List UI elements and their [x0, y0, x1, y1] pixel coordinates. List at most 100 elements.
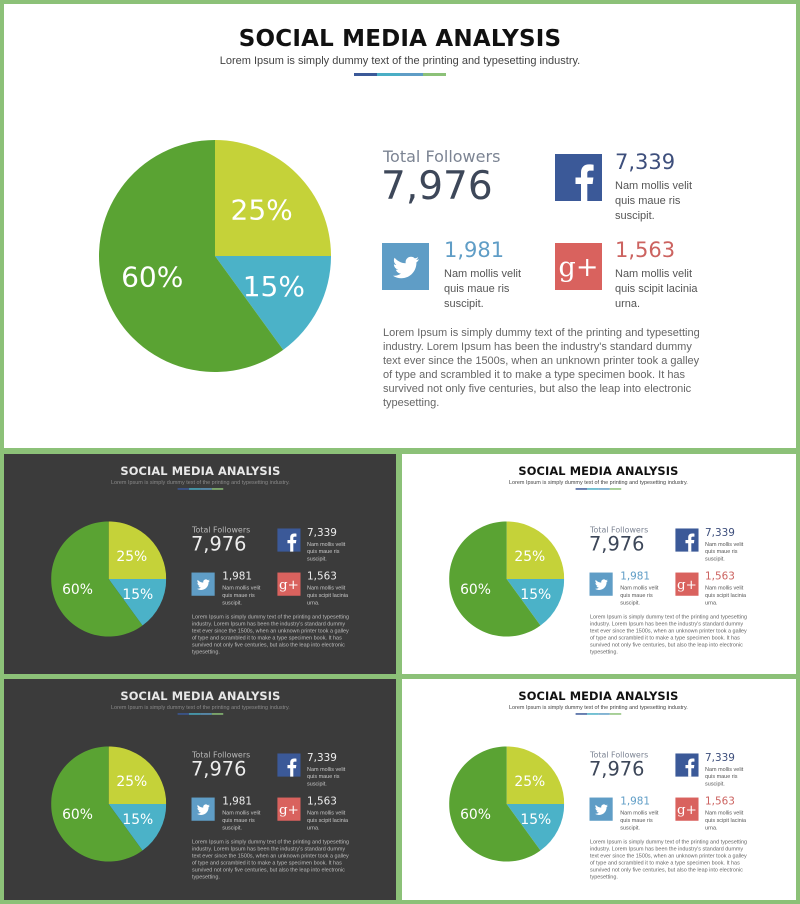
- slide-subtitle: Lorem Ipsum is simply dummy text of the …: [219, 55, 581, 67]
- slide-subtitle: Lorem Ipsum is simply dummy text of the …: [509, 704, 688, 711]
- svg-text:g+: g+: [279, 803, 299, 818]
- slide-title: SOCIAL MEDIA ANALYSIS: [518, 689, 679, 703]
- slide-thumbnail-dark-2: SOCIAL MEDIA ANALYSIS Lorem Ipsum is sim…: [4, 679, 396, 900]
- total-followers-label: Total Followers: [383, 147, 501, 166]
- slide-content: SOCIAL MEDIA ANALYSIS Lorem Ipsum is sim…: [402, 679, 795, 899]
- slide-subtitle: Lorem Ipsum is simply dummy text of the …: [111, 479, 290, 486]
- pie-label-60: 60%: [460, 807, 491, 823]
- google-plus-description: Nam mollis velit quis scipit lacinia urn…: [307, 809, 348, 831]
- twitter-icon: [191, 797, 215, 821]
- google-plus-description: Nam mollis velit quis scipit lacinia urn…: [705, 584, 746, 606]
- accent-segment: [598, 713, 610, 715]
- total-followers-value: 7,976: [381, 164, 493, 209]
- twitter-followers-value: 1,981: [444, 238, 505, 262]
- pie-slice-60: [449, 521, 541, 637]
- google-plus-description: Nam mollis velit quis scipit lacinia urn…: [615, 268, 698, 310]
- title-accent-bar: [575, 713, 622, 715]
- title-accent-bar: [354, 73, 446, 76]
- total-followers-label: Total Followers: [589, 524, 649, 535]
- twitter-description: Nam mollis velit quis maue ris suscipit.: [222, 809, 261, 831]
- total-followers-label: Total Followers: [589, 749, 649, 760]
- slide-thumbnail-dark-1: SOCIAL MEDIA ANALYSIS Lorem Ipsum is sim…: [4, 454, 396, 674]
- pie-label-25: 25%: [514, 774, 545, 790]
- pie-slice-25: [506, 521, 565, 579]
- pie-slice-15: [506, 578, 565, 626]
- total-followers-label: Total Followers: [191, 749, 251, 760]
- accent-segment: [189, 488, 201, 490]
- body-paragraph: Lorem Ipsum is simply dummy text of the …: [589, 839, 748, 880]
- accent-segment: [400, 73, 423, 76]
- facebook-description: Nam mollis velit quis maue ris suscipit.: [705, 541, 744, 563]
- twitter-followers-value: 1,981: [620, 795, 651, 807]
- facebook-followers-value: 7,339: [705, 751, 735, 764]
- slide-title: SOCIAL MEDIA ANALYSIS: [238, 26, 562, 52]
- accent-segment: [177, 488, 190, 490]
- svg-text:g+: g+: [279, 578, 299, 593]
- pie-label-25: 25%: [231, 193, 293, 226]
- accent-segment: [575, 488, 588, 490]
- facebook-description: Nam mollis velit quis maue ris suscipit.: [705, 766, 744, 788]
- facebook-icon: [277, 753, 301, 777]
- pie-slice-25: [108, 746, 167, 804]
- google-plus-followers-value: 1,563: [307, 570, 337, 582]
- pie-label-60: 60%: [62, 807, 93, 823]
- pie-slice-25: [108, 521, 167, 579]
- twitter-followers-value: 1,981: [222, 795, 253, 807]
- twitter-description: Nam mollis velit quis maue ris suscipit.: [620, 809, 659, 831]
- google-plus-icon: g+: [277, 797, 301, 821]
- svg-text:g+: g+: [677, 803, 697, 818]
- google-plus-followers-value: 1,563: [615, 238, 676, 262]
- twitter-description: Nam mollis velit quis maue ris suscipit.: [620, 584, 659, 606]
- accent-segment: [211, 488, 224, 490]
- pie-label-60: 60%: [121, 260, 183, 293]
- google-plus-icon: g+: [675, 572, 699, 596]
- facebook-icon: [675, 753, 699, 777]
- google-plus-followers-value: 1,563: [705, 570, 735, 582]
- facebook-followers-value: 7,339: [615, 150, 676, 174]
- slide-content: SOCIAL MEDIA ANALYSIS Lorem Ipsum is sim…: [4, 454, 396, 674]
- total-followers-value: 7,976: [588, 758, 645, 781]
- pie-chart: 25% 15% 60%: [51, 521, 167, 637]
- facebook-description: Nam mollis velit quis maue ris suscipit.: [307, 541, 346, 563]
- body-paragraph: Lorem Ipsum is simply dummy text of the …: [589, 614, 748, 655]
- slide-main: SOCIAL MEDIA ANALYSIS Lorem Ipsum is sim…: [4, 4, 796, 448]
- body-paragraph: Lorem Ipsum is simply dummy text of the …: [383, 327, 700, 409]
- slide-title: SOCIAL MEDIA ANALYSIS: [120, 689, 281, 703]
- facebook-icon: [675, 528, 699, 552]
- pie-slice-60: [449, 746, 541, 862]
- slide-content: SOCIAL MEDIA ANALYSIS Lorem Ipsum is sim…: [402, 454, 795, 674]
- slide-title: SOCIAL MEDIA ANALYSIS: [120, 464, 281, 478]
- facebook-icon: [555, 154, 602, 201]
- facebook-followers-value: 7,339: [307, 526, 337, 539]
- slide-content: SOCIAL MEDIA ANALYSIS Lorem Ipsum is sim…: [4, 4, 796, 448]
- facebook-followers-value: 7,339: [307, 751, 337, 764]
- pie-chart: 25% 15% 60%: [99, 140, 331, 372]
- pie-label-60: 60%: [460, 582, 491, 598]
- twitter-followers-value: 1,981: [620, 570, 651, 582]
- twitter-description: Nam mollis velit quis maue ris suscipit.: [222, 584, 261, 606]
- twitter-followers-value: 1,981: [222, 570, 253, 582]
- pie-label-60: 60%: [62, 582, 93, 598]
- pie-slice-25: [215, 140, 331, 256]
- twitter-icon: [589, 572, 613, 596]
- svg-text:g+: g+: [677, 578, 697, 593]
- facebook-followers-value: 7,339: [705, 526, 735, 539]
- accent-segment: [200, 488, 212, 490]
- pie-label-15: 15%: [122, 587, 153, 603]
- pie-slice-15: [108, 803, 167, 851]
- body-paragraph: Lorem Ipsum is simply dummy text of the …: [191, 839, 350, 880]
- pie-label-15: 15%: [520, 812, 551, 828]
- twitter-icon: [589, 797, 613, 821]
- facebook-icon: [277, 528, 301, 552]
- accent-segment: [211, 713, 224, 715]
- title-accent-bar: [177, 488, 224, 490]
- accent-segment: [377, 73, 400, 76]
- pie-chart: 25% 15% 60%: [449, 746, 565, 862]
- total-followers-value: 7,976: [190, 533, 247, 556]
- accent-segment: [189, 713, 201, 715]
- pie-slice-60: [99, 140, 284, 372]
- pie-label-25: 25%: [514, 549, 545, 565]
- google-plus-icon: g+: [277, 572, 301, 596]
- pie-slice-15: [506, 803, 565, 851]
- accent-segment: [575, 713, 588, 715]
